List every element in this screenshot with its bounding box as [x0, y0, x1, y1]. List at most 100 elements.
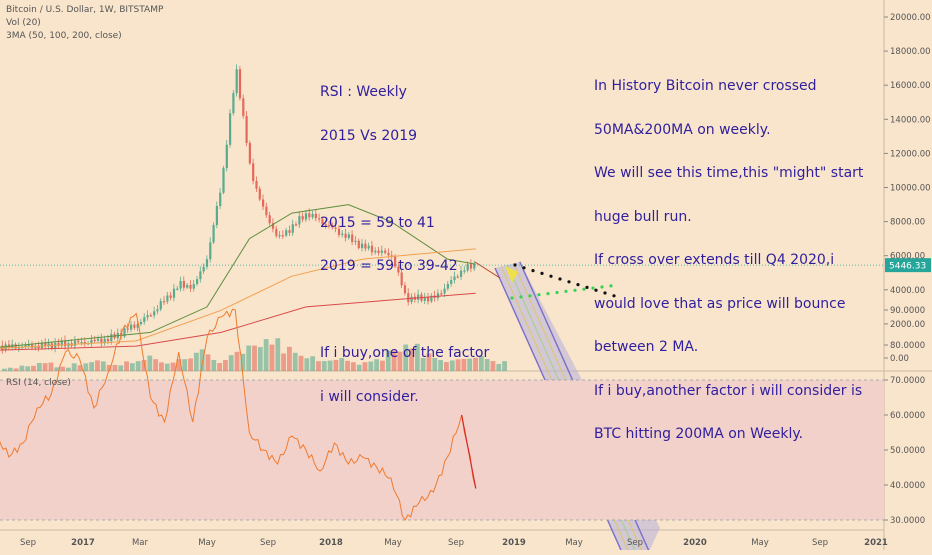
- volume-bar: [217, 363, 222, 371]
- candle: [140, 322, 142, 324]
- candle: [252, 163, 254, 181]
- candle: [282, 235, 284, 236]
- volume-bar: [19, 366, 24, 371]
- volume-bar: [206, 354, 211, 371]
- rsi-tick-label: 50.0000: [890, 446, 925, 456]
- volume-bar: [113, 365, 118, 371]
- candle: [81, 342, 83, 343]
- rsi-tick-label: 80.0000: [890, 341, 925, 351]
- candle: [295, 224, 297, 225]
- time-tick-label: 2018: [319, 538, 343, 548]
- volume-bar: [2, 369, 7, 371]
- rsi-tick-label: 60.0000: [890, 411, 925, 421]
- projection-dot: [576, 283, 579, 286]
- candle: [160, 301, 162, 309]
- candle: [147, 315, 149, 317]
- volume-bar: [270, 345, 275, 371]
- candle: [216, 206, 218, 225]
- candle: [90, 340, 92, 343]
- volume-bar: [37, 363, 42, 371]
- ma-annotation-line: If cross over extends till Q4 2020,i: [594, 253, 882, 268]
- volume-bar: [136, 361, 141, 371]
- time-tick-label: 2021: [864, 538, 888, 548]
- time-tick-label: Sep: [627, 538, 643, 548]
- ma-annotation-line: huge bull run.: [594, 210, 882, 225]
- candle: [130, 325, 132, 330]
- volume-bar: [14, 368, 19, 371]
- candle: [298, 216, 300, 224]
- candle: [232, 93, 234, 113]
- candle: [170, 295, 172, 297]
- price-tick-label: 12000.00: [890, 149, 931, 159]
- rsi-tick-label: 30.0000: [890, 516, 925, 526]
- volume-bar: [194, 353, 199, 371]
- candle: [302, 216, 304, 219]
- volume-bar: [188, 358, 193, 371]
- candle: [183, 281, 185, 288]
- candle: [275, 229, 277, 236]
- volume-bar: [235, 352, 240, 371]
- rsi-tick-label: 90.0000: [890, 306, 925, 316]
- candle: [107, 339, 109, 341]
- volume-bar: [182, 359, 187, 371]
- volume-bar: [171, 363, 176, 371]
- candle: [262, 199, 264, 206]
- rsi-annotation-line: RSI : Weekly: [320, 85, 560, 100]
- volume-bar: [310, 356, 315, 371]
- projection-dot: [564, 290, 567, 293]
- volume-bar: [281, 353, 286, 371]
- candle: [150, 315, 152, 316]
- volume-bar: [31, 366, 36, 371]
- volume-bar: [66, 368, 71, 371]
- ma-annotation-line: In History Bitcoin never crossed: [594, 79, 882, 94]
- volume-bar: [275, 338, 280, 371]
- candle: [279, 235, 281, 236]
- candle: [222, 168, 224, 193]
- candle: [219, 193, 221, 206]
- time-tick-label: May: [751, 538, 769, 548]
- volume-bar: [54, 367, 59, 371]
- price-tick-label: 6000.00: [890, 252, 925, 262]
- time-tick-label: May: [384, 538, 402, 548]
- volume-bar: [43, 363, 48, 371]
- projection-dot: [585, 286, 588, 289]
- volume-bar: [8, 368, 13, 371]
- volume-bar: [258, 347, 263, 371]
- volume-legend: Vol (20): [6, 18, 41, 28]
- volume-bar: [159, 362, 164, 371]
- candle: [196, 279, 198, 284]
- time-tick-label: May: [198, 538, 216, 548]
- projection-dot: [573, 289, 576, 292]
- ma-annotation-line: between 2 MA.: [594, 340, 882, 355]
- candle: [173, 289, 175, 298]
- time-tick-label: Mar: [132, 538, 149, 548]
- candle: [74, 341, 76, 346]
- candle: [166, 295, 168, 301]
- volume-bar: [264, 339, 269, 371]
- price-tick-label: 10000.00: [890, 184, 931, 194]
- volume-bar: [49, 363, 54, 371]
- candle: [133, 325, 135, 328]
- volume-bar: [293, 353, 298, 371]
- volume-bar: [299, 356, 304, 371]
- volume-bar: [153, 359, 158, 371]
- candle: [288, 230, 290, 233]
- volume-bar: [72, 363, 77, 371]
- volume-bar: [25, 366, 30, 371]
- rsi-annotation: RSI : Weekly 2015 Vs 2019 2015 = 59 to 4…: [320, 56, 560, 433]
- rsi-annotation-line: If i buy,one of the factor: [320, 346, 560, 361]
- candle: [226, 145, 228, 168]
- volume-bar: [60, 367, 65, 371]
- time-tick-label: Sep: [448, 538, 464, 548]
- candle: [203, 267, 205, 272]
- projection-dot: [582, 288, 585, 291]
- candle: [308, 213, 310, 217]
- rsi-legend: RSI (14, close): [6, 378, 71, 388]
- candle: [246, 116, 248, 143]
- candle: [199, 271, 201, 279]
- volume-bar: [89, 362, 94, 371]
- volume-bar: [211, 360, 216, 371]
- time-tick-label: 2017: [71, 538, 95, 548]
- candle: [255, 181, 257, 189]
